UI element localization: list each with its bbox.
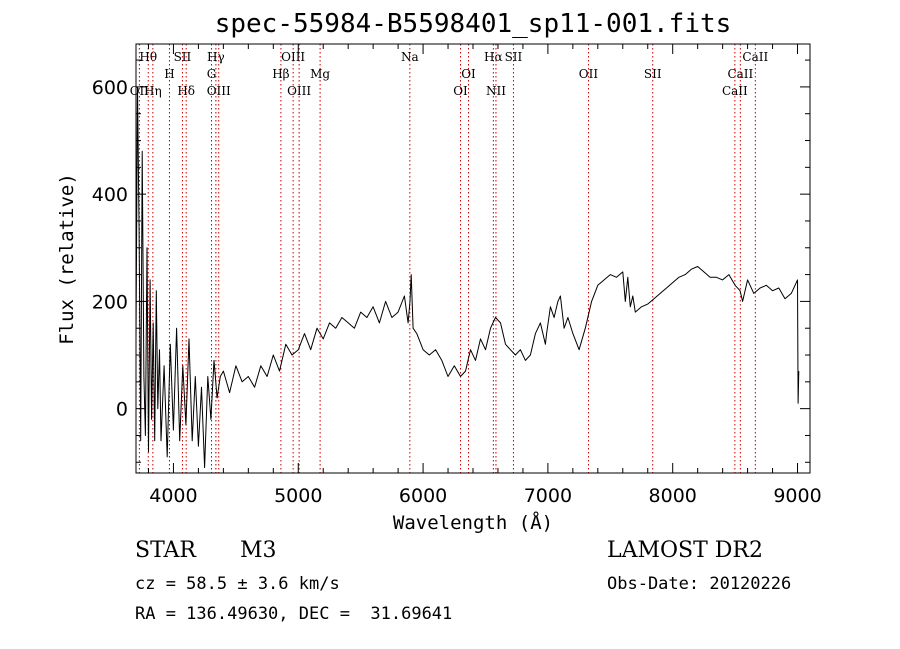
x-axis: 4000 5000 6000 7000 8000 9000 — [147, 44, 822, 507]
x-tick-label: 6000 — [399, 485, 447, 507]
survey-name: LAMOST DR2 — [607, 538, 763, 563]
ra-dec: RA = 136.49630, DEC = 31.69641 — [135, 604, 453, 624]
line-id-label: Mg — [310, 67, 330, 81]
line-markers: HθOIIHηHSIIHδHγGOIIIOIIIHβOIIIMgNaOIOIHα… — [130, 44, 768, 473]
y-tick-label: 600 — [92, 77, 128, 99]
line-id-label: OII — [130, 84, 150, 98]
spectrum-series — [135, 86, 800, 469]
y-axis: 0 200 400 600 — [92, 59, 810, 463]
spectrum-line — [135, 86, 800, 469]
y-tick-label: 400 — [92, 184, 128, 206]
line-id-label: OIII — [281, 50, 305, 64]
line-id-label: Hα — [484, 50, 503, 64]
line-id-label: SII — [505, 50, 523, 64]
line-id-label: SII — [174, 50, 192, 64]
x-tick-label: 9000 — [773, 485, 821, 507]
line-id-label: H — [164, 67, 174, 81]
x-tick-label: 4000 — [149, 485, 197, 507]
plot-frame — [135, 43, 811, 474]
object-class: STAR — [135, 538, 196, 563]
line-id-label: OIII — [287, 84, 311, 98]
line-id-label: SII — [644, 67, 662, 81]
line-id-label: OI — [461, 67, 476, 81]
observation-date: Obs-Date: 20120226 — [607, 574, 792, 594]
x-tick-label: 7000 — [524, 485, 572, 507]
line-id-label: NII — [486, 84, 506, 98]
line-id-label: Hη — [144, 84, 162, 98]
line-id-label: CaII — [722, 84, 748, 98]
line-id-label: CaII — [742, 50, 768, 64]
line-id-label: G — [207, 67, 217, 81]
line-id-label: Hγ — [207, 50, 225, 64]
y-tick-label: 0 — [116, 399, 128, 421]
line-id-label: OII — [579, 67, 599, 81]
line-id-label: OIII — [207, 84, 231, 98]
line-id-label: CaII — [727, 67, 753, 81]
y-tick-label: 200 — [92, 291, 128, 313]
y-axis-label: Flux (relative) — [56, 173, 78, 345]
line-id-label: Hδ — [177, 84, 195, 98]
object-subclass: M3 — [240, 538, 277, 563]
line-id-label: Na — [401, 50, 419, 64]
line-id-label: OI — [453, 84, 468, 98]
x-axis-label: Wavelength (Å) — [393, 511, 553, 534]
line-id-label: Hθ — [139, 50, 157, 64]
redshift-cz: cz = 58.5 ± 3.6 km/s — [135, 574, 340, 594]
x-tick-label: 8000 — [649, 485, 697, 507]
line-id-label: Hβ — [272, 67, 289, 81]
chart-title: spec-55984-B5598401_sp11-001.fits — [215, 9, 732, 39]
x-tick-label: 5000 — [274, 485, 322, 507]
